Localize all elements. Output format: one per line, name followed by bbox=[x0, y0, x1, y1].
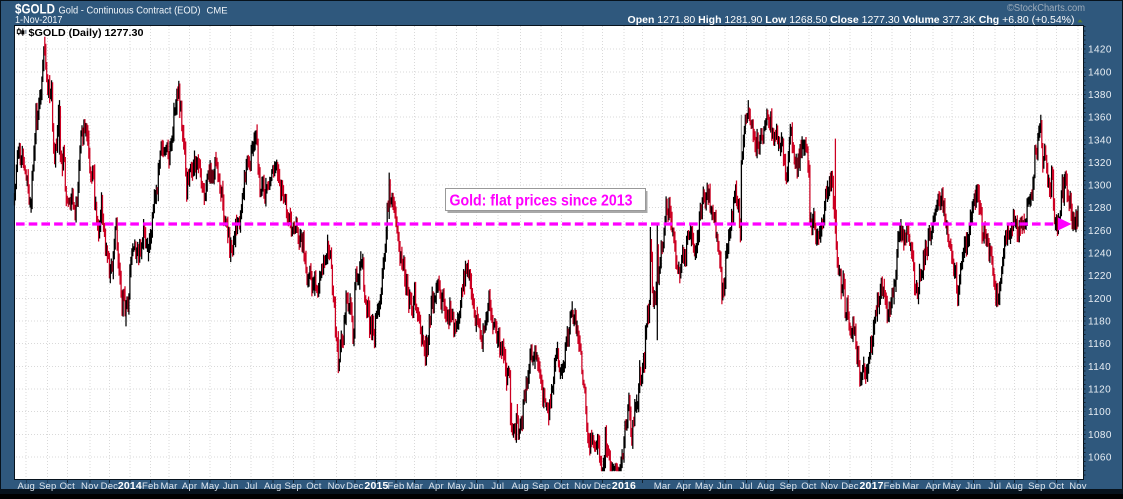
svg-text:Gold: flat prices since 2013: Gold: flat prices since 2013 bbox=[450, 193, 633, 210]
svg-text:Oct: Oct bbox=[801, 481, 817, 492]
svg-text:Feb: Feb bbox=[142, 481, 159, 492]
svg-text:Mar: Mar bbox=[161, 481, 178, 492]
svg-text:Aug: Aug bbox=[264, 481, 282, 492]
svg-text:1080: 1080 bbox=[1088, 430, 1112, 441]
svg-text:Apr: Apr bbox=[926, 481, 941, 492]
svg-text:Oct: Oct bbox=[554, 481, 570, 492]
svg-text:1360: 1360 bbox=[1088, 113, 1112, 124]
svg-text:Feb: Feb bbox=[388, 481, 405, 492]
svg-text:Sep: Sep bbox=[780, 481, 798, 492]
svg-text:$GOLD (Daily) 1277.30: $GOLD (Daily) 1277.30 bbox=[29, 28, 144, 39]
svg-text:1320: 1320 bbox=[1088, 158, 1112, 169]
svg-text:Sep: Sep bbox=[285, 481, 303, 492]
svg-text:Aug: Aug bbox=[1006, 481, 1024, 492]
svg-text:1140: 1140 bbox=[1088, 362, 1111, 373]
svg-text:Nov: Nov bbox=[574, 481, 592, 492]
svg-text:Jun: Jun bbox=[468, 481, 484, 492]
svg-text:Nov: Nov bbox=[81, 481, 99, 492]
svg-text:May: May bbox=[201, 481, 220, 492]
svg-text:1-Nov-2017: 1-Nov-2017 bbox=[15, 15, 63, 26]
svg-text:1120: 1120 bbox=[1088, 385, 1111, 396]
svg-text:2016: 2016 bbox=[612, 480, 636, 492]
svg-text:Sep: Sep bbox=[532, 481, 550, 492]
svg-text:Jul: Jul bbox=[740, 481, 753, 492]
svg-text:Mar: Mar bbox=[902, 481, 919, 492]
svg-text:Mar: Mar bbox=[654, 481, 671, 492]
svg-text:Oct: Oct bbox=[306, 481, 322, 492]
svg-text:Jul: Jul bbox=[988, 481, 1001, 492]
svg-text:Mar: Mar bbox=[406, 481, 423, 492]
svg-text:Aug: Aug bbox=[17, 481, 35, 492]
svg-text:Dec: Dec bbox=[101, 481, 119, 492]
svg-text:1180: 1180 bbox=[1088, 317, 1111, 328]
svg-text:Open 1271.80 High 1281.90 Low: Open 1271.80 High 1281.90 Low 1268.50 Cl… bbox=[628, 14, 1075, 26]
svg-text:Dec: Dec bbox=[594, 481, 612, 492]
svg-text:Dec: Dec bbox=[841, 481, 859, 492]
svg-text:Aug: Aug bbox=[512, 481, 530, 492]
svg-text:CME: CME bbox=[207, 6, 228, 16]
svg-text:May: May bbox=[943, 481, 962, 492]
svg-text:Jul: Jul bbox=[245, 481, 258, 492]
svg-text:1420: 1420 bbox=[1088, 45, 1112, 56]
svg-text:Gold - Continuous Contract (EO: Gold - Continuous Contract (EOD) bbox=[59, 5, 201, 17]
svg-text:1060: 1060 bbox=[1088, 453, 1112, 464]
svg-text:Jun: Jun bbox=[717, 481, 733, 492]
svg-text:1100: 1100 bbox=[1088, 407, 1111, 418]
svg-text:May: May bbox=[695, 481, 714, 492]
svg-text:Apr: Apr bbox=[676, 481, 691, 492]
svg-text:Nov: Nov bbox=[821, 481, 839, 492]
svg-text:Dec: Dec bbox=[346, 481, 364, 492]
svg-text:1200: 1200 bbox=[1088, 294, 1112, 305]
svg-text:2014: 2014 bbox=[118, 480, 142, 492]
svg-text:Nov: Nov bbox=[328, 481, 346, 492]
svg-text:1280: 1280 bbox=[1088, 203, 1112, 214]
svg-text:1300: 1300 bbox=[1088, 181, 1112, 192]
svg-text:©StockCharts.com: ©StockCharts.com bbox=[1007, 3, 1085, 14]
svg-text:1400: 1400 bbox=[1088, 67, 1112, 78]
svg-text:May: May bbox=[447, 481, 466, 492]
svg-text:1220: 1220 bbox=[1088, 271, 1112, 282]
svg-text:Nov: Nov bbox=[1069, 481, 1087, 492]
svg-text:Jul: Jul bbox=[491, 481, 504, 492]
svg-text:2017: 2017 bbox=[860, 480, 884, 492]
svg-text:Oct: Oct bbox=[60, 481, 76, 492]
svg-text:Jun: Jun bbox=[965, 481, 981, 492]
svg-text:Sep: Sep bbox=[1028, 481, 1046, 492]
svg-text:1240: 1240 bbox=[1088, 249, 1112, 260]
svg-text:Feb: Feb bbox=[884, 481, 901, 492]
svg-text:$GOLD: $GOLD bbox=[15, 2, 55, 17]
svg-text:Jun: Jun bbox=[223, 481, 239, 492]
svg-text:Apr: Apr bbox=[429, 481, 444, 492]
svg-text:Apr: Apr bbox=[182, 481, 197, 492]
svg-text:1160: 1160 bbox=[1088, 339, 1111, 350]
svg-text:1340: 1340 bbox=[1088, 135, 1112, 146]
svg-text:1380: 1380 bbox=[1088, 90, 1112, 101]
svg-text:1260: 1260 bbox=[1088, 226, 1112, 237]
svg-text:Oct: Oct bbox=[1049, 481, 1065, 492]
svg-text:Aug: Aug bbox=[757, 481, 775, 492]
svg-text:Sep: Sep bbox=[39, 481, 57, 492]
svg-text:2015: 2015 bbox=[364, 480, 388, 492]
